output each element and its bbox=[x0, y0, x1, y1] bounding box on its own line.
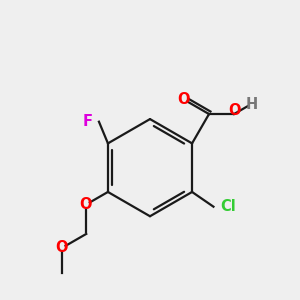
Text: H: H bbox=[246, 97, 258, 112]
Text: Cl: Cl bbox=[220, 199, 236, 214]
Text: O: O bbox=[55, 240, 68, 255]
Text: F: F bbox=[83, 114, 93, 129]
Text: O: O bbox=[79, 197, 92, 212]
Text: O: O bbox=[228, 103, 241, 118]
Text: O: O bbox=[178, 92, 190, 107]
